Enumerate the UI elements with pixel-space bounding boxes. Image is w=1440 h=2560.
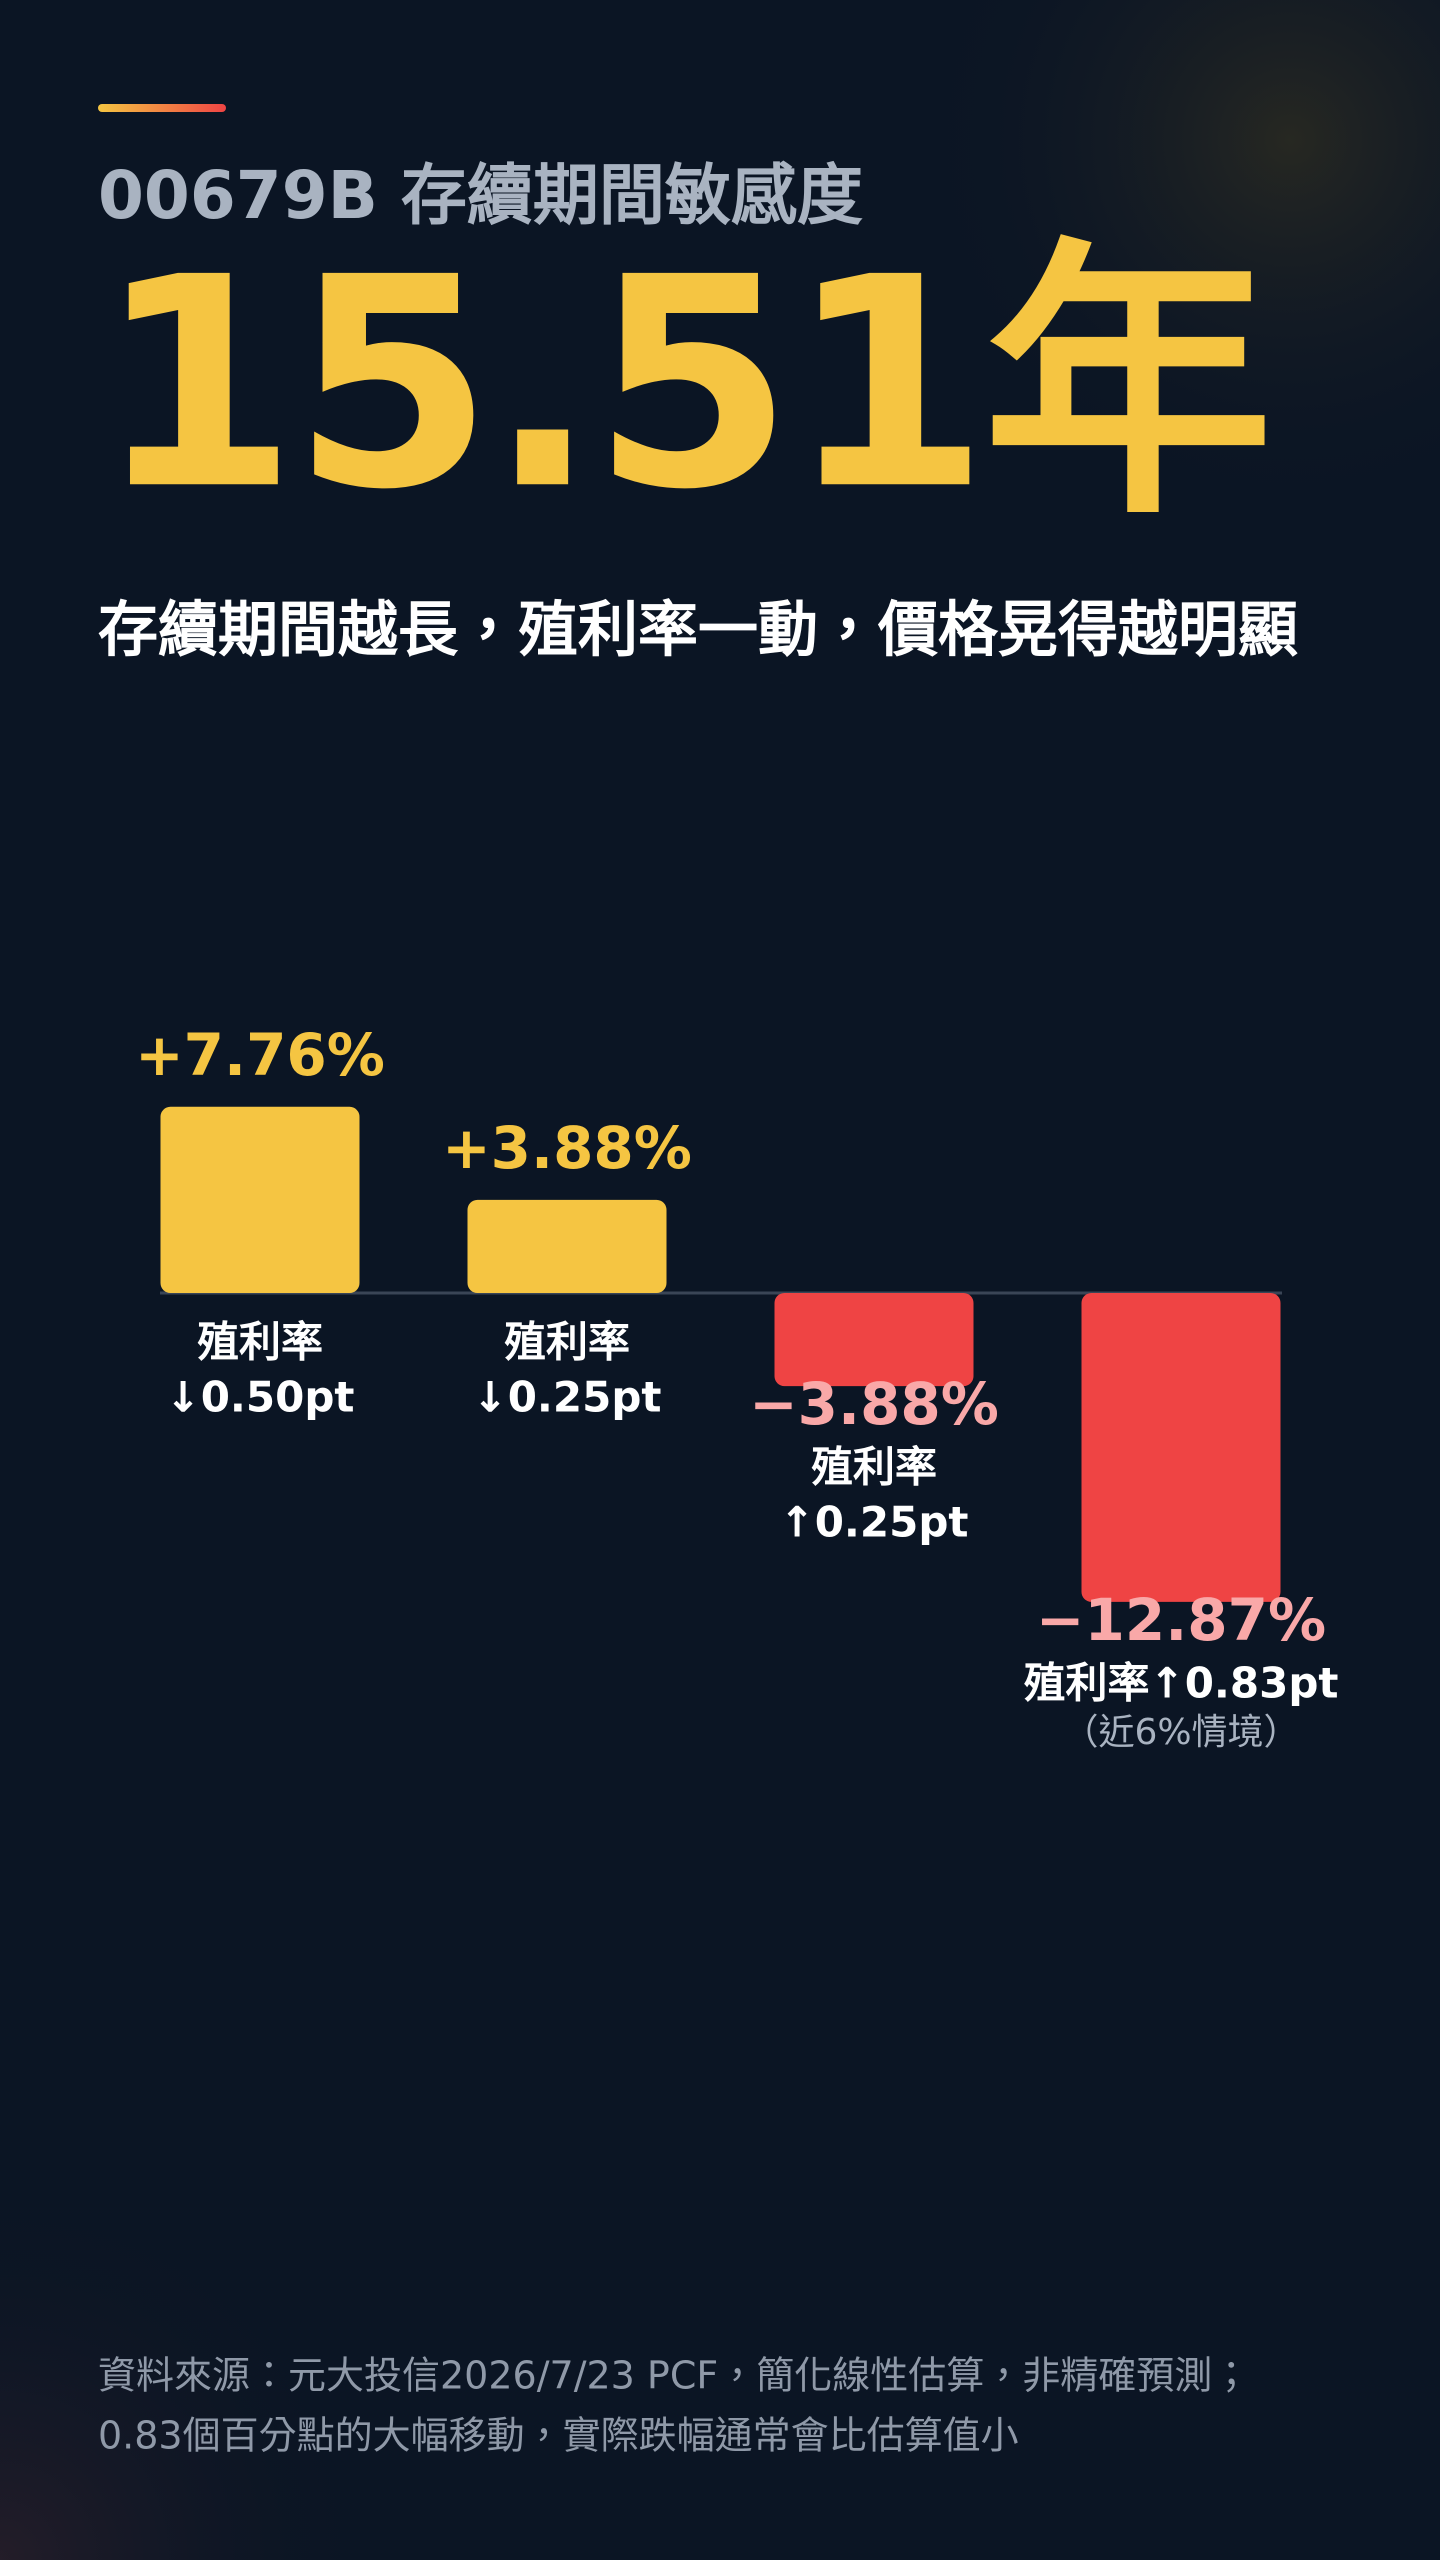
bar: [160, 1106, 360, 1293]
category-label: ↓0.50pt: [166, 1373, 355, 1422]
subtitle: 存續期間越長，殖利率一動，價格晃得越明顯: [98, 596, 1298, 666]
category-label: 殖利率: [197, 1318, 323, 1367]
footnote: 0.83個百分點的大幅移動，實際跌幅通常會比估算值小: [98, 2414, 1019, 2458]
bar: [1081, 1293, 1281, 1602]
category-label: （近6%情境）: [1062, 1712, 1299, 1753]
headline: 15.51年: [96, 216, 1269, 553]
bar: [467, 1199, 667, 1293]
chart: +7.76% 殖利率 ↓0.50pt +3.88% 殖利率 ↓0.25pt −3.88% 殖利…: [135, 1021, 1338, 1753]
accent-line: [98, 104, 226, 112]
value-label: −3.88%: [749, 1370, 999, 1438]
category-label: 殖利率: [504, 1318, 630, 1367]
value-label: −12.87%: [1036, 1586, 1326, 1654]
category-label: 殖利率↑0.83pt: [1024, 1658, 1339, 1707]
category-label: ↓0.25pt: [473, 1373, 662, 1422]
bar: [774, 1293, 974, 1387]
category-label: ↑0.25pt: [780, 1498, 969, 1547]
title: 00679B 存續期間敏感度: [98, 157, 863, 234]
value-label: +7.76%: [135, 1021, 385, 1089]
value-label: +3.88%: [442, 1114, 692, 1182]
footnote: 資料來源：元大投信2026/7/23 PCF，簡化線性估算，非精確預測；: [98, 2354, 1250, 2398]
category-label: 殖利率: [811, 1443, 937, 1492]
